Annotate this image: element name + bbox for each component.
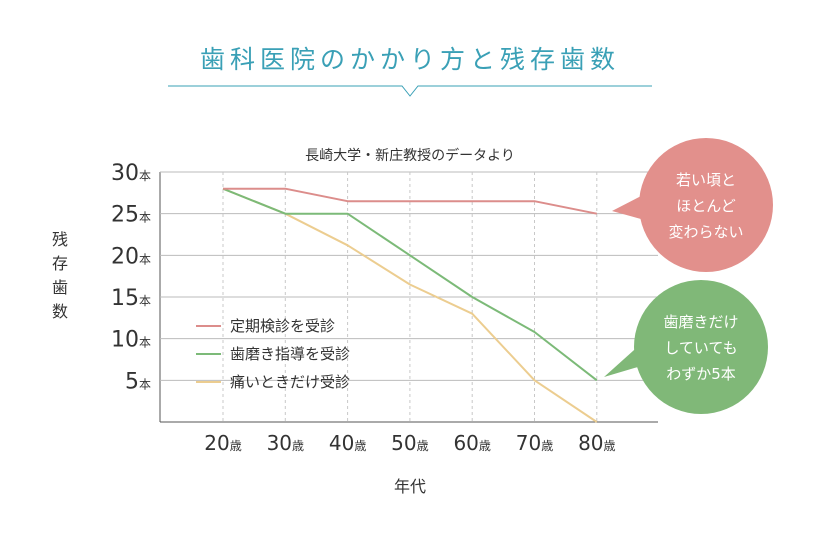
- x-tick-unit: 歳: [417, 439, 429, 453]
- y-tick-label: 25本: [111, 203, 151, 228]
- x-tick-label: 30歳: [267, 431, 304, 455]
- y-axis-label-char: 残: [51, 230, 68, 249]
- y-tick-value: 10: [111, 328, 139, 353]
- x-tick-unit: 歳: [479, 439, 491, 453]
- x-tick-unit: 歳: [230, 439, 242, 453]
- y-tick-unit: 本: [139, 336, 151, 350]
- callout-bubble-2: [634, 280, 768, 414]
- x-tick-unit: 歳: [292, 439, 304, 453]
- x-tick-label: 60歳: [453, 431, 490, 455]
- y-tick-unit: 本: [139, 294, 151, 308]
- y-tick-value: 15: [111, 286, 139, 311]
- y-tick-unit: 本: [139, 377, 151, 391]
- legend-label-3: 痛いときだけ受診: [230, 373, 350, 391]
- y-tick-value: 20: [111, 244, 139, 269]
- y-tick-unit: 本: [139, 252, 151, 266]
- y-tick-value: 5: [125, 369, 139, 394]
- callout-text-line: わずか5本: [666, 365, 736, 383]
- x-tick-value: 50: [391, 431, 416, 455]
- callout-bubble-1: [639, 138, 773, 272]
- callout-text-line: 変わらない: [668, 223, 743, 241]
- legend-label-1: 定期検診を受診: [230, 317, 335, 335]
- y-axis-label-char: 存: [51, 254, 68, 273]
- x-tick-value: 20: [204, 431, 229, 455]
- x-tick-label: 70歳: [516, 431, 553, 455]
- y-tick-unit: 本: [139, 169, 151, 183]
- series-line-1: [223, 187, 597, 215]
- y-axis-label: 残存歯数: [50, 228, 70, 324]
- y-tick-value: 25: [111, 203, 139, 228]
- y-tick-label: 20本: [111, 244, 151, 269]
- title-underline: [168, 85, 652, 97]
- x-tick-label: 40歳: [329, 431, 366, 455]
- x-tick-unit: 歳: [604, 439, 616, 453]
- x-axis-label: 年代: [394, 477, 426, 496]
- y-tick-value: 30: [111, 161, 139, 186]
- x-tick-value: 80: [578, 431, 603, 455]
- y-tick-label: 10本: [111, 328, 151, 353]
- callout-text-line: 歯磨きだけ: [663, 313, 738, 331]
- page-title: 歯科医院のかかり方と残存歯数: [199, 45, 620, 74]
- x-tick-unit: 歳: [354, 439, 366, 453]
- y-axis-label-char: 歯: [51, 278, 68, 297]
- y-tick-label: 5本: [125, 369, 151, 394]
- legend-label-2: 歯磨き指導を受診: [230, 345, 350, 363]
- series-line-2: [222, 187, 598, 382]
- x-tick-label: 50歳: [391, 431, 428, 455]
- x-tick-unit: 歳: [541, 439, 553, 453]
- x-tick-value: 60: [453, 431, 478, 455]
- x-tick-value: 70: [516, 431, 541, 455]
- y-axis-label-char: 数: [51, 302, 68, 321]
- x-tick-label: 20歳: [204, 431, 241, 455]
- x-tick-value: 30: [267, 431, 292, 455]
- y-tick-label: 30本: [111, 161, 151, 186]
- callout-text-line: していても: [664, 339, 737, 357]
- chart-subtitle: 長崎大学・新庄教授のデータより: [305, 147, 515, 164]
- callout-text-line: 若い頃と: [676, 171, 736, 189]
- x-tick-value: 40: [329, 431, 354, 455]
- x-tick-label: 80歳: [578, 431, 615, 455]
- y-tick-label: 15本: [111, 286, 151, 311]
- callout-text-line: ほとんど: [676, 197, 736, 215]
- y-tick-unit: 本: [139, 211, 151, 225]
